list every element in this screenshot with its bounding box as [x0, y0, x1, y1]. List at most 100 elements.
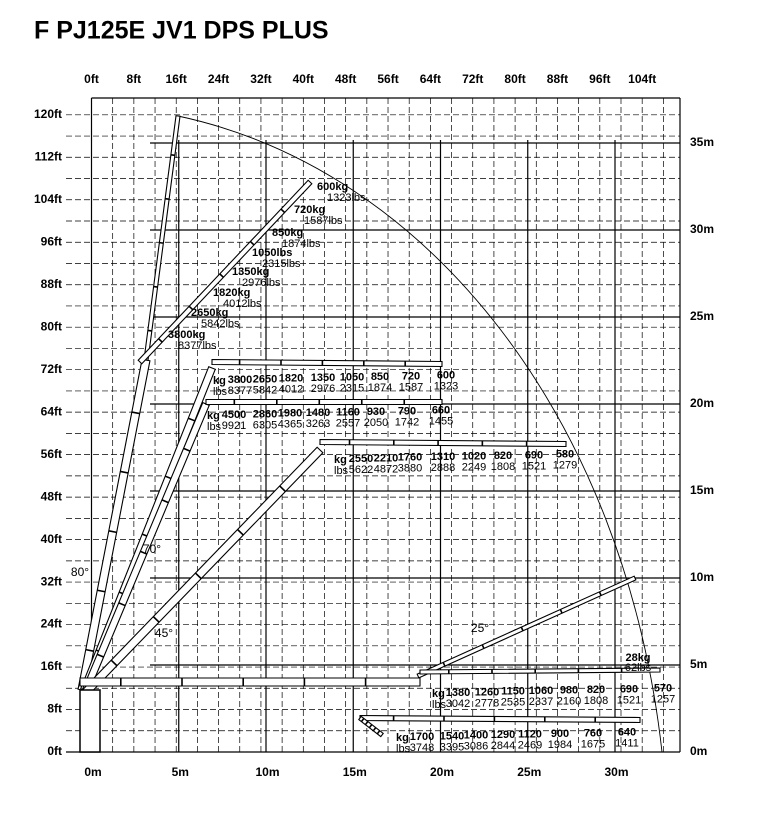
top-axis-label: 40ft [293, 72, 314, 86]
load-kg: 1820kg [213, 287, 250, 299]
load-kg: 1380 [446, 687, 470, 699]
boom-section [79, 677, 421, 687]
unit-lbs: lbs [334, 465, 349, 477]
load-kg: 1350 [311, 372, 335, 384]
left-axis-label: 64ft [41, 404, 62, 418]
top-axis-label: 16ft [166, 72, 187, 86]
load-lbs: 3748 [410, 742, 434, 754]
load-kg: 1050 [340, 372, 364, 384]
boom-section [80, 365, 216, 693]
load-lbs: 1323lbs [327, 192, 366, 204]
title: F PJ125E JV1 DPS PLUS [34, 17, 329, 45]
boom-section [359, 714, 641, 724]
left-axis-label: 80ft [41, 319, 62, 333]
left-axis-label: 96ft [41, 234, 62, 248]
load-lbs: 3086 [464, 741, 488, 753]
load-lbs: 5622 [349, 464, 373, 476]
load-kg: 1540 [440, 730, 464, 742]
load-lbs: 1257 [651, 694, 675, 706]
load-lbs: 4012lbs [223, 298, 262, 310]
load-kg: 900 [551, 728, 569, 740]
unit-lbs: lbs [213, 386, 228, 398]
load-kg: 1020 [462, 451, 486, 463]
load-lbs: 1323 [434, 381, 458, 393]
boom-joint [161, 499, 169, 504]
load-lbs: 2557 [336, 418, 360, 430]
load-kg: 28kg [625, 652, 650, 664]
load-lbs: 1521 [617, 694, 641, 706]
load-lbs: 2976 [311, 383, 335, 395]
load-lbs: 1587 [399, 381, 423, 393]
angle-label: 70° [143, 542, 161, 556]
booms [77, 115, 661, 738]
load-lbs: 8377 [228, 385, 252, 397]
load-kg: 1400 [464, 730, 488, 742]
boom-joint [152, 616, 160, 623]
unit-lbs: lbs [432, 699, 447, 711]
right-axis-label: 30m [690, 222, 714, 236]
boom-joint [280, 208, 286, 214]
bottom-axis-label: 20m [430, 765, 454, 779]
boom-joint [219, 273, 224, 278]
unit-kg: kg [432, 688, 445, 700]
boom-joint [364, 721, 369, 726]
right-axis-label: 35m [690, 135, 714, 149]
right-axis-label: 0m [690, 744, 707, 758]
load-kg: 600 [437, 370, 455, 382]
bottom-axis-label: 25m [517, 765, 541, 779]
load-kg: 4500 [222, 409, 246, 421]
load-kg: 850 [371, 371, 389, 383]
left-axis-label: 0ft [47, 744, 62, 758]
load-kg: 1310 [431, 451, 455, 463]
load-lbs: 9921 [222, 420, 246, 432]
boom-joint [97, 589, 106, 593]
left-axis-label: 120ft [34, 107, 62, 121]
left-axis-label: 48ft [41, 489, 62, 503]
top-axis-label: 80ft [504, 72, 525, 86]
left-axis-label: 8ft [47, 702, 62, 716]
boom-joint [153, 285, 158, 288]
angle-label: 25° [471, 621, 489, 635]
boom-joint [110, 659, 118, 667]
right-axis-label: 10m [690, 570, 714, 584]
unit-kg: kg [334, 454, 347, 466]
load-kg: 580 [556, 449, 574, 461]
boom-section [419, 667, 661, 675]
load-lbs: 1984 [548, 739, 572, 751]
load-kg: 2650kg [191, 307, 228, 319]
crane-base [79, 689, 101, 753]
unit-kg: kg [396, 732, 409, 744]
boom-section [319, 438, 567, 448]
left-axis-label: 104ft [34, 192, 62, 206]
load-lbs: 1675 [581, 738, 605, 750]
load-lbs: 1411 [615, 738, 639, 750]
boom-section [205, 398, 443, 406]
load-kg: 570 [654, 683, 672, 695]
load-lbs: 3263 [306, 418, 330, 430]
boom-joint [158, 338, 163, 343]
load-kg: 850kg [272, 227, 303, 239]
unit-lbs: lbs [396, 743, 411, 755]
load-lbs: 3395 [440, 741, 464, 753]
boom-joint [120, 470, 129, 474]
load-kg: 2860 [253, 408, 277, 420]
load-lbs: 1808 [491, 461, 515, 473]
load-lbs: 4872 [374, 463, 398, 475]
boom-joint [598, 591, 602, 596]
boom-joint [188, 305, 194, 311]
load-lbs: 2337 [529, 696, 553, 708]
load-kg: 1260 [475, 686, 499, 698]
load-kg: 1290 [491, 729, 515, 741]
left-axis-label: 72ft [41, 362, 62, 376]
load-lbs: 2315lbs [262, 258, 301, 270]
boom-joint [360, 717, 365, 723]
boom-joint [96, 653, 104, 658]
load-lbs: 4365 [278, 419, 302, 431]
load-lbs: 1455 [429, 416, 453, 428]
top-axis-label: 0ft [84, 72, 99, 86]
load-lbs: 1587lbs [304, 215, 343, 227]
load-lbs: 1874lbs [282, 238, 321, 250]
right-axis-label: 20m [690, 396, 714, 410]
top-axis-label: 24ft [208, 72, 229, 86]
